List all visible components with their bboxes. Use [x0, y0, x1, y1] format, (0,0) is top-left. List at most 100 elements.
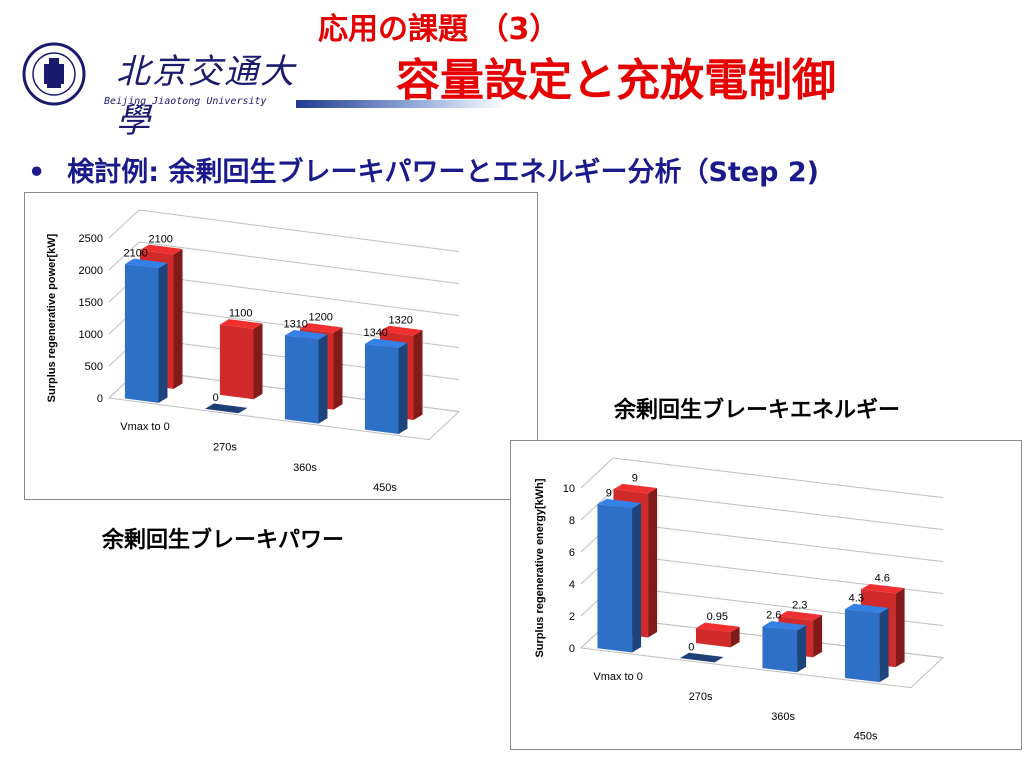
data-label: 1200: [308, 312, 332, 324]
energy-chart-caption: 余剰回生ブレーキエネルギー: [614, 398, 901, 423]
category-label: 450s: [854, 731, 878, 743]
y-tick-label: 4: [569, 579, 575, 591]
bar-series2-1: [219, 319, 263, 400]
gridline: [612, 489, 944, 531]
bar-top: [219, 319, 263, 329]
bar-face: [219, 324, 254, 400]
y-tick-label: 0: [97, 393, 103, 405]
bar-side: [648, 488, 658, 638]
bar-top: [284, 330, 328, 340]
category-label: 360s: [293, 462, 317, 474]
data-label: 9: [606, 487, 612, 499]
gridline-side: [580, 489, 614, 521]
bar-series1-3: [364, 338, 408, 435]
bar-face: [204, 403, 248, 414]
data-label: 4.3: [849, 592, 864, 604]
slide-title-line2: 容量設定と充放電制御: [396, 55, 836, 106]
bar-face: [364, 343, 399, 435]
data-label: 9: [632, 472, 638, 484]
university-seal-icon: [22, 42, 86, 106]
bar-top: [597, 498, 642, 509]
bullet-text: 検討例: 余剰回生ブレーキパワーとエネルギー分析（Step 2): [67, 157, 819, 188]
data-label: 0: [688, 641, 694, 653]
data-label: 1100: [229, 308, 253, 320]
category-label: 270s: [689, 691, 713, 703]
y-axis-label: Surplus regenerative energy[kWh]: [534, 478, 546, 657]
gridline: [612, 521, 944, 563]
category-label: 270s: [213, 441, 237, 453]
category-label: 360s: [771, 711, 795, 723]
bar-series2-1: [695, 622, 740, 648]
university-logo: 北京交通大學 Beijing Jiaotong University: [18, 40, 308, 141]
bar-top: [778, 610, 823, 621]
bar-side: [173, 249, 183, 389]
bar-series1-0: [597, 498, 642, 653]
bar-face: [597, 504, 633, 653]
gridline-side: [580, 457, 614, 489]
power-chart-panel: 0 500 1000 1500 2000 2500 Surplus regenerative…: [24, 192, 538, 500]
bar-top: [379, 325, 423, 336]
y-tick-label: 2: [569, 611, 575, 623]
gridline: [138, 273, 460, 317]
data-label: 2100: [148, 233, 172, 245]
bar-top: [124, 258, 168, 269]
bar-top: [695, 622, 740, 633]
bar-series1-0: [124, 258, 168, 403]
bar-face: [844, 609, 880, 683]
university-name-en: Beijing Jiaotong University: [104, 96, 267, 107]
bar-series1-1: [679, 652, 724, 663]
data-label: 4.6: [875, 572, 890, 584]
bar-series1-2: [762, 621, 807, 673]
bar-series1-1: [204, 403, 248, 414]
y-tick-label: 0: [569, 643, 575, 655]
header-divider-bar: [296, 100, 506, 108]
bar-side: [158, 263, 168, 403]
data-label: 2100: [123, 247, 147, 259]
power-chart: 0 500 1000 1500 2000 2500 Surplus regenerative…: [46, 209, 461, 494]
y-tick-label: 8: [569, 515, 575, 527]
bullet-symbol: •: [28, 157, 46, 188]
bar-top: [844, 603, 889, 614]
gridline: [138, 209, 460, 253]
bar-side: [797, 625, 807, 673]
bar-face: [762, 626, 798, 673]
gridline-side: [108, 241, 140, 271]
bar-side: [398, 342, 408, 435]
y-tick-label: 1000: [79, 329, 103, 341]
bar-side: [253, 323, 263, 400]
bar-top: [364, 338, 408, 349]
bar-face: [124, 264, 159, 403]
bar-face: [679, 652, 724, 663]
bar-top: [860, 583, 905, 594]
y-tick-label: 2500: [79, 233, 103, 245]
data-label: 0: [213, 392, 219, 404]
bar-face: [284, 335, 319, 424]
energy-chart: 0 2 4 6 8 10 Surplus regenerative energy[kWh] 9…: [534, 457, 945, 743]
bar-series1-3: [844, 603, 889, 683]
bar-side: [730, 626, 740, 648]
power-chart-caption: 余剰回生ブレーキパワー: [102, 528, 345, 553]
y-tick-label: 10: [563, 483, 575, 495]
bar-side: [413, 330, 423, 421]
data-label: 0.95: [707, 611, 728, 623]
y-tick-label: 500: [85, 361, 103, 373]
y-tick-label: 1500: [79, 297, 103, 309]
gridline-side: [108, 209, 140, 239]
energy-chart-panel: 0 2 4 6 8 10 Surplus regenerative energy[kWh] 9…: [510, 440, 1022, 750]
university-name-cn: 北京交通大學: [116, 52, 296, 141]
bullet-point: • 検討例: 余剰回生ブレーキパワーとエネルギー分析（Step 2): [28, 150, 819, 189]
y-tick-label: 6: [569, 547, 575, 559]
category-label: Vmax to 0: [593, 671, 643, 683]
data-label: 2.3: [792, 599, 807, 611]
bar-side: [632, 503, 642, 653]
data-label: 1310: [283, 319, 307, 331]
data-label: 1340: [363, 327, 387, 339]
gridline: [612, 457, 944, 499]
bar-side: [333, 327, 343, 410]
bar-top: [139, 244, 183, 255]
bar-series1-2: [284, 330, 328, 424]
bar-face: [695, 627, 731, 648]
category-label: Vmax to 0: [120, 421, 170, 433]
gridline: [138, 241, 460, 285]
slide-title-line1: 応用の課題 （3）: [318, 12, 560, 47]
